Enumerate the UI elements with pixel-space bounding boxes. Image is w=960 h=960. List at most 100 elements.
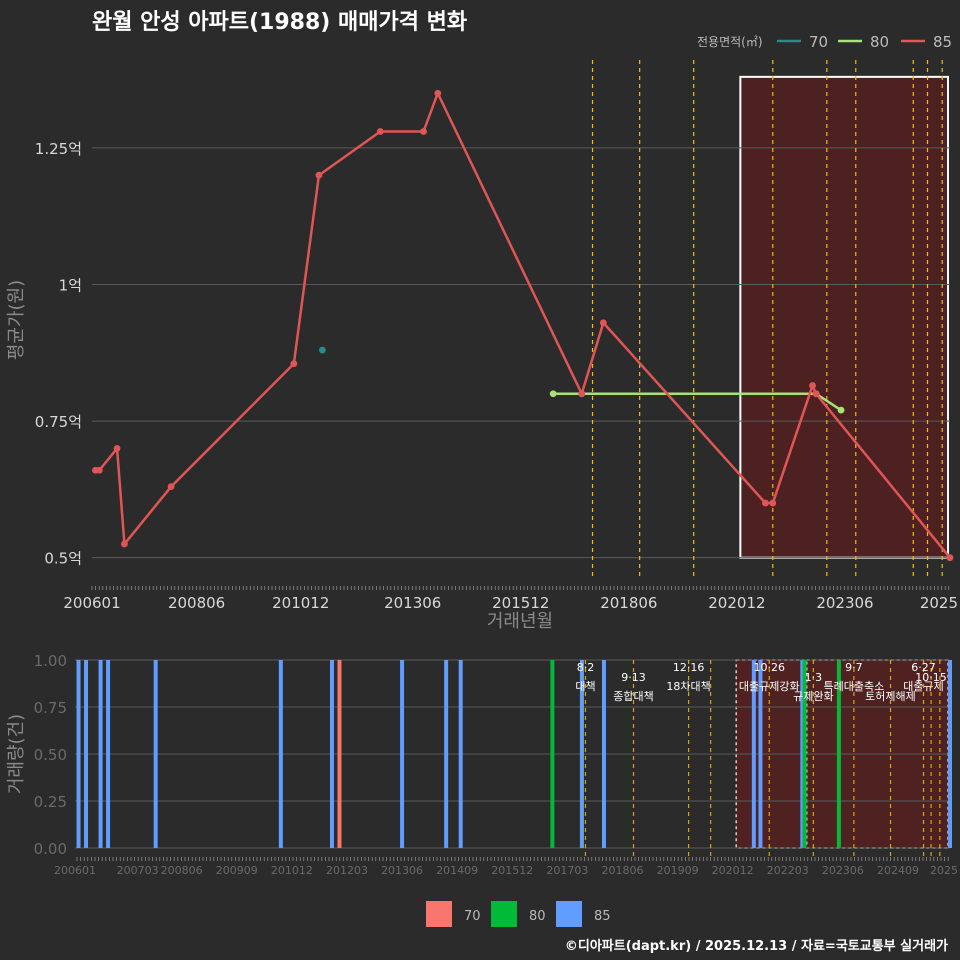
chart-title: 완월 안성 아파트(1988) 매매가격 변화 xyxy=(92,10,467,35)
policy-date: 8·2 xyxy=(577,661,595,674)
volume-bar-85 xyxy=(76,660,81,848)
policy-date: 9·13 xyxy=(621,671,646,684)
volume-x-tick-label: 202203 xyxy=(767,864,809,877)
volume-bar-85 xyxy=(458,660,463,848)
volume-bar-85 xyxy=(948,660,952,848)
volume-x-tick-label: 200909 xyxy=(216,864,258,877)
data-point-80 xyxy=(837,406,845,414)
volume-legend-key-70 xyxy=(426,901,452,927)
x-tick-label: 200601 xyxy=(63,594,120,612)
policy-label: 18차대책 xyxy=(666,680,710,693)
y-tick-label: 0.5억 xyxy=(44,550,82,568)
data-point-85 xyxy=(376,128,384,135)
caption: ©디아파트(dapt.kr) / 2025.12.13 / 자료=국토교통부 실… xyxy=(565,938,948,954)
x-axis-title: 거래년월 xyxy=(487,611,553,632)
x-tick-label: 201806 xyxy=(600,594,657,612)
volume-bar-85 xyxy=(106,660,111,848)
volume-x-tick-label: 201203 xyxy=(326,864,368,877)
volume-x-tick-label: 201012 xyxy=(271,864,313,877)
volume-bar-70 xyxy=(337,660,342,848)
data-point-85 xyxy=(769,499,777,507)
policy-date: 12·16 xyxy=(673,661,705,674)
legends: 전용면적(㎡) 70 80 85 70 80 85 xyxy=(426,33,952,927)
series-line-80 xyxy=(553,392,842,412)
y-tick-label: 1억 xyxy=(59,276,82,294)
data-point-85 xyxy=(434,89,442,97)
policy-date: 6·27 xyxy=(911,661,936,674)
volume-x-tick-label: 202409 xyxy=(877,864,919,877)
volume-x-tick-label: 202012 xyxy=(712,864,754,877)
volume-legend-label-80: 80 xyxy=(529,909,546,924)
volume-bar-85 xyxy=(751,660,756,848)
policy-label: 대출규제강화 xyxy=(739,680,800,693)
x-tick-label: 200806 xyxy=(168,594,225,612)
volume-bar-85 xyxy=(758,660,763,848)
volume-legend-key-85 xyxy=(556,901,582,927)
x-tick-label: 201306 xyxy=(384,594,441,612)
policy-label: 특례대출축소 xyxy=(824,680,885,693)
volume-bar-80 xyxy=(836,660,841,848)
volume-x-tick-label: 201306 xyxy=(381,864,423,877)
volume-x-tick-label: 200703 xyxy=(117,864,159,877)
data-point-85 xyxy=(113,445,121,452)
volume-bar-85 xyxy=(579,660,584,848)
highlight-region xyxy=(739,75,950,559)
data-point-70 xyxy=(318,346,326,354)
volume-y-tick-label: 1.00 xyxy=(34,652,67,670)
legend-label-80: 80 xyxy=(870,33,889,51)
volume-y-tick-label: 0.00 xyxy=(34,840,67,858)
volume-bar-85 xyxy=(800,660,805,848)
volume-x-tick-label: 200806 xyxy=(161,864,203,877)
data-point-85 xyxy=(946,554,954,562)
data-point-85 xyxy=(95,466,103,474)
x-tick-label: 202012 xyxy=(708,594,765,612)
data-point-85 xyxy=(315,171,323,179)
policy-label: 대출규제 xyxy=(903,680,943,693)
volume-x-tick-label: 200601 xyxy=(54,864,96,877)
volume-bar-80 xyxy=(550,660,555,848)
data-point-85 xyxy=(121,540,128,548)
data-point-85 xyxy=(599,319,607,327)
volume-x-tick-label: 201512 xyxy=(491,864,533,877)
y-tick-label: 0.75억 xyxy=(35,413,82,431)
y-axis-title: 평균가(원) xyxy=(6,280,27,360)
data-point-85 xyxy=(762,499,769,507)
x-tick-label: 2025 xyxy=(920,594,958,612)
volume-bar-85 xyxy=(84,660,89,848)
volume-x-tick-label: 202306 xyxy=(822,864,864,877)
data-point-85 xyxy=(420,128,427,135)
y-tick-label: 1.25억 xyxy=(35,140,82,158)
volume-bar-85 xyxy=(153,660,158,848)
volume-y-axis-title: 거래량(건) xyxy=(6,714,27,794)
volume-x-tick-label: 201909 xyxy=(657,864,699,877)
volume-legend-label-70: 70 xyxy=(464,909,481,924)
volume-x-tick-label: 201409 xyxy=(436,864,478,877)
volume-y-tick-label: 0.75 xyxy=(34,699,67,717)
volume-bar-85 xyxy=(329,660,334,848)
data-point-85 xyxy=(578,390,586,398)
volume-bar-85 xyxy=(601,660,606,848)
policy-date: 9·7 xyxy=(845,661,863,674)
data-point-80 xyxy=(549,390,557,398)
policy-label: 종합대책 xyxy=(613,690,653,703)
volume-bar-85 xyxy=(278,660,283,848)
data-point-85 xyxy=(290,360,298,368)
volume-bar-85 xyxy=(98,660,103,848)
data-point-85 xyxy=(167,483,175,491)
volume-legend-key-80 xyxy=(491,901,517,927)
price-panel: 0.5억 0.75억 1억 1.25억 200601 200806 201012 201306… xyxy=(6,60,958,632)
policy-label: 토허제해제 xyxy=(865,689,916,703)
volume-x-tick-label: 2025 xyxy=(930,864,958,877)
volume-bar-85 xyxy=(444,660,449,848)
legend-title: 전용면적(㎡) xyxy=(697,35,763,49)
x-tick-label: 201012 xyxy=(272,594,329,612)
x-tick-label: 201512 xyxy=(492,594,549,612)
data-point-85 xyxy=(812,390,820,398)
policy-label: 규제완화 xyxy=(793,690,833,703)
volume-y-tick-label: 0.25 xyxy=(34,793,67,811)
volume-x-tick-label: 201703 xyxy=(546,864,588,877)
legend-label-85: 85 xyxy=(933,33,952,51)
volume-bar-85 xyxy=(400,660,405,848)
